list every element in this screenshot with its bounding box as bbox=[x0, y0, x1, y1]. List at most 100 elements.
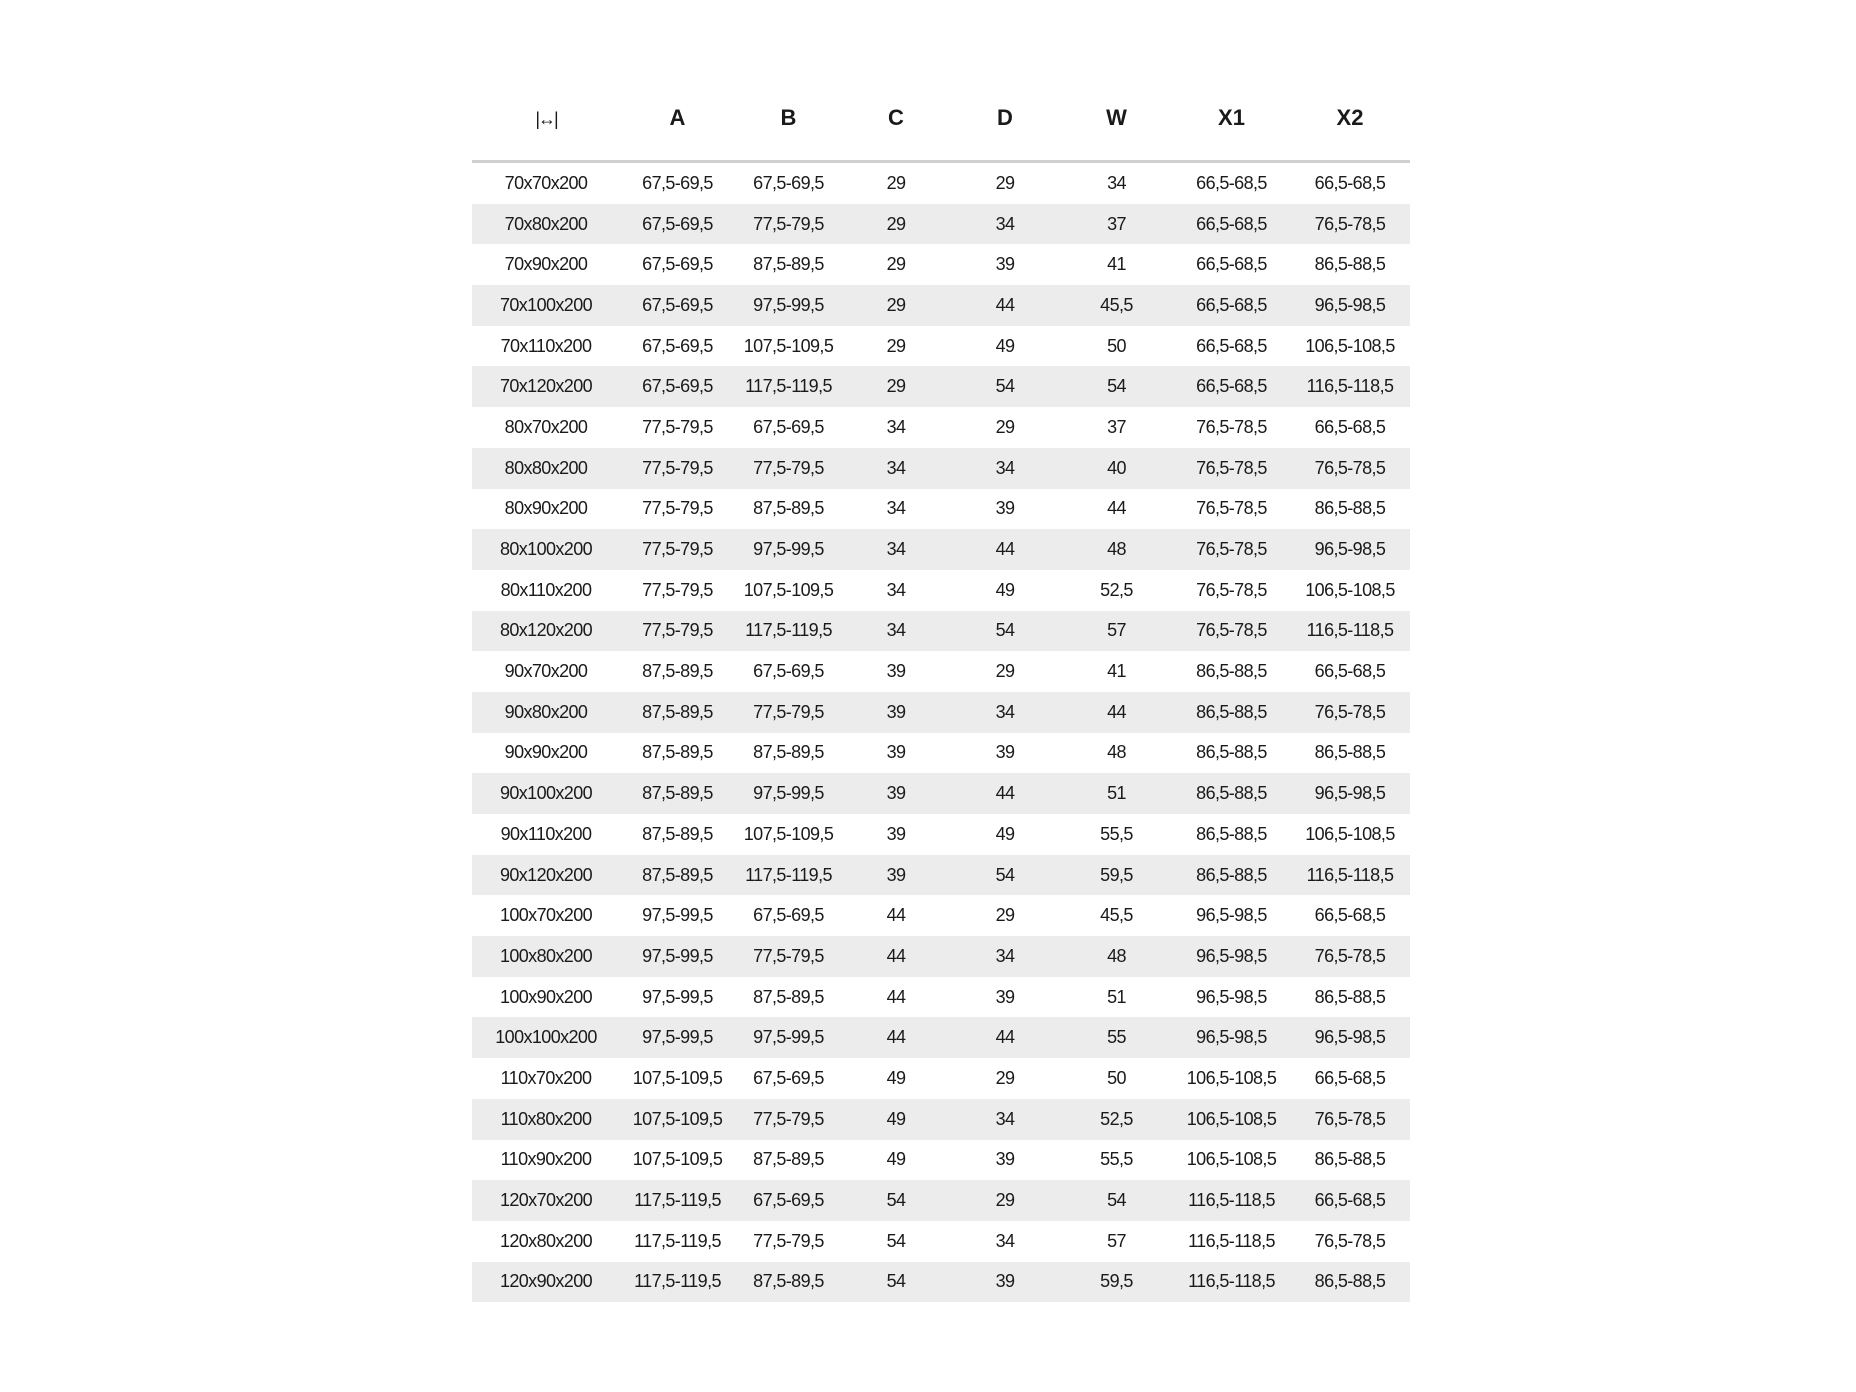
value-cell: 44 bbox=[950, 1017, 1060, 1059]
value-cell: 45,5 bbox=[1100, 905, 1133, 926]
value-cell: 96,5-98,5 bbox=[1173, 936, 1290, 977]
value-cell: 67,5-69,5 bbox=[753, 172, 824, 193]
value-cell: 37 bbox=[1060, 203, 1173, 245]
value-cell: 76,5-78,5 bbox=[1290, 1098, 1410, 1140]
value-cell: 34 bbox=[995, 1230, 1015, 1251]
value-cell: 44 bbox=[950, 285, 1060, 326]
value-cell: 44 bbox=[950, 773, 1060, 814]
table-row: 120x80x200 117,5-119,5 77,5-79,5 54 34 57 116,… bbox=[472, 1221, 1410, 1262]
value-cell: 55,5 bbox=[1100, 823, 1133, 844]
table-row: 80x80x200 77,5-79,5 77,5-79,5 34 34 40 76,5-78… bbox=[472, 447, 1410, 489]
horizontal-dimension-icon: |↔| bbox=[535, 109, 558, 129]
value-cell: 66,5-68,5 bbox=[1196, 172, 1267, 193]
value-cell: 107,5-109,5 bbox=[620, 1098, 735, 1140]
table-row: 110x80x200 107,5-109,5 77,5-79,5 49 34 52,5 10… bbox=[472, 1098, 1410, 1140]
value-cell: 39 bbox=[886, 661, 906, 682]
value-cell: 49 bbox=[886, 1067, 906, 1088]
column-header-x1: X1 bbox=[1173, 76, 1290, 163]
value-cell: 34 bbox=[950, 447, 1060, 489]
value-cell: 87,5-89,5 bbox=[620, 854, 735, 896]
value-cell: 51 bbox=[1107, 986, 1126, 1007]
value-cell: 77,5-79,5 bbox=[735, 691, 842, 733]
value-cell: 86,5-88,5 bbox=[1173, 854, 1290, 896]
value-cell: 77,5-79,5 bbox=[735, 447, 842, 489]
value-cell: 77,5-79,5 bbox=[642, 416, 713, 437]
value-cell: 37 bbox=[1107, 416, 1126, 437]
size-cell: 100x80x200 bbox=[472, 936, 620, 977]
value-cell: 76,5-78,5 bbox=[1290, 447, 1410, 489]
value-cell: 49 bbox=[995, 335, 1015, 356]
size-cell: 120x80x200 bbox=[499, 1230, 593, 1251]
table-row: 110x90x200 107,5-109,5 87,5-89,5 49 39 55,5 10… bbox=[472, 1140, 1410, 1181]
size-column-header: |↔| bbox=[472, 76, 620, 163]
value-cell: 97,5-99,5 bbox=[642, 986, 713, 1007]
value-cell: 66,5-68,5 bbox=[1314, 905, 1386, 926]
value-cell: 34 bbox=[950, 936, 1060, 977]
value-cell: 67,5-69,5 bbox=[642, 335, 713, 356]
value-cell: 48 bbox=[1060, 936, 1173, 977]
size-cell: 70x110x200 bbox=[500, 335, 592, 356]
value-cell: 34 bbox=[950, 1098, 1060, 1140]
size-cell: 90x80x200 bbox=[472, 691, 620, 733]
table-row: 100x100x200 97,5-99,5 97,5-99,5 44 44 55 96,5-… bbox=[472, 1017, 1410, 1059]
column-header-x2: X2 bbox=[1290, 76, 1410, 163]
value-cell: 76,5-78,5 bbox=[1196, 498, 1267, 519]
value-cell: 67,5-69,5 bbox=[753, 661, 824, 682]
value-cell: 67,5-69,5 bbox=[753, 905, 824, 926]
value-cell: 76,5-78,5 bbox=[1290, 203, 1410, 245]
value-cell: 49 bbox=[995, 579, 1015, 600]
value-cell: 117,5-119,5 bbox=[735, 366, 842, 408]
size-cell: 90x70x200 bbox=[504, 661, 588, 682]
table-row: 90x70x200 87,5-89,5 67,5-69,5 39 29 41 86,5-88… bbox=[472, 651, 1410, 692]
value-cell: 49 bbox=[842, 1098, 950, 1140]
value-cell: 87,5-89,5 bbox=[642, 742, 713, 763]
value-cell: 117,5-119,5 bbox=[620, 1261, 735, 1303]
value-cell: 107,5-109,5 bbox=[632, 1067, 723, 1088]
table-body: 70x70x200 67,5-69,5 67,5-69,5 29 29 34 66,5-68… bbox=[472, 162, 1410, 1303]
value-cell: 117,5-119,5 bbox=[735, 854, 842, 896]
size-cell: 100x90x200 bbox=[499, 986, 593, 1007]
value-cell: 87,5-89,5 bbox=[753, 986, 824, 1007]
size-cell: 70x80x200 bbox=[472, 203, 620, 245]
table-row: 70x70x200 67,5-69,5 67,5-69,5 29 29 34 66,5-68… bbox=[472, 162, 1410, 204]
column-header-b: B bbox=[735, 76, 842, 163]
value-cell: 87,5-89,5 bbox=[642, 823, 713, 844]
value-cell: 76,5-78,5 bbox=[1314, 1230, 1386, 1251]
value-cell: 66,5-68,5 bbox=[1314, 1067, 1386, 1088]
value-cell: 76,5-78,5 bbox=[1173, 529, 1290, 570]
value-cell: 34 bbox=[950, 203, 1060, 245]
value-cell: 55 bbox=[1060, 1017, 1173, 1059]
value-cell: 29 bbox=[995, 905, 1015, 926]
value-cell: 39 bbox=[842, 854, 950, 896]
value-cell: 86,5-88,5 bbox=[1314, 1149, 1386, 1170]
value-cell: 44 bbox=[1060, 691, 1173, 733]
value-cell: 96,5-98,5 bbox=[1290, 285, 1410, 326]
column-header-a: A bbox=[620, 76, 735, 163]
value-cell: 86,5-88,5 bbox=[1314, 742, 1386, 763]
value-cell: 44 bbox=[886, 986, 906, 1007]
value-cell: 67,5-69,5 bbox=[753, 1067, 824, 1088]
table-row: 100x70x200 97,5-99,5 67,5-69,5 44 29 45,5 96,5… bbox=[472, 895, 1410, 936]
value-cell: 39 bbox=[886, 742, 906, 763]
column-header-c: C bbox=[842, 76, 950, 163]
size-cell: 90x100x200 bbox=[472, 773, 620, 814]
value-cell: 96,5-98,5 bbox=[1173, 1017, 1290, 1059]
value-cell: 48 bbox=[1060, 529, 1173, 570]
value-cell: 107,5-109,5 bbox=[743, 823, 834, 844]
table-row: 120x70x200 117,5-119,5 67,5-69,5 54 29 54 116,… bbox=[472, 1180, 1410, 1221]
value-cell: 87,5-89,5 bbox=[620, 773, 735, 814]
table-row: 80x120x200 77,5-79,5 117,5-119,5 34 54 57 76,5… bbox=[472, 610, 1410, 652]
value-cell: 67,5-69,5 bbox=[620, 203, 735, 245]
value-cell: 55,5 bbox=[1100, 1149, 1133, 1170]
table-row: 80x100x200 77,5-79,5 97,5-99,5 34 44 48 76,5-7… bbox=[472, 529, 1410, 570]
value-cell: 86,5-88,5 bbox=[1196, 742, 1267, 763]
value-cell: 117,5-119,5 bbox=[620, 1180, 735, 1221]
value-cell: 39 bbox=[995, 986, 1015, 1007]
value-cell: 44 bbox=[1107, 498, 1126, 519]
size-cell: 90x90x200 bbox=[504, 742, 588, 763]
value-cell: 107,5-109,5 bbox=[743, 335, 834, 356]
value-cell: 96,5-98,5 bbox=[1196, 905, 1267, 926]
value-cell: 66,5-68,5 bbox=[1314, 172, 1386, 193]
table-row: 90x80x200 87,5-89,5 77,5-79,5 39 34 44 86,5-88… bbox=[472, 691, 1410, 733]
value-cell: 59,5 bbox=[1060, 854, 1173, 896]
